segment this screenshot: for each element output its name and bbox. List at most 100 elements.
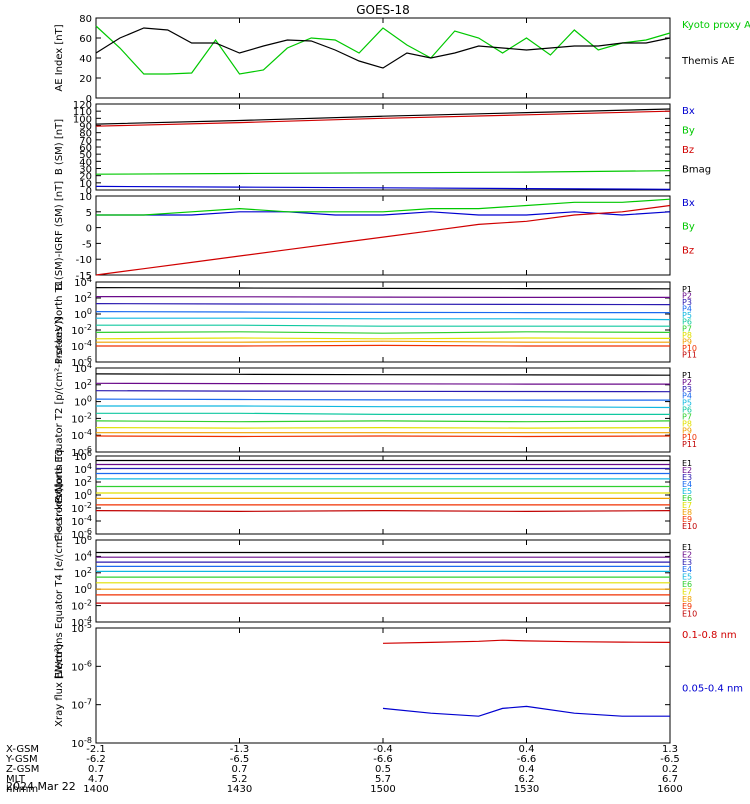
legend-entry: Bx: [682, 198, 695, 209]
legend-entry: By: [682, 126, 695, 137]
legend-entry: Themis AE: [681, 56, 735, 67]
series-line-Bmag: [95, 108, 671, 125]
series-line-E10: [95, 509, 671, 513]
legend-entry: E2: [682, 550, 692, 559]
legend-entry: E8: [682, 595, 692, 604]
y-tick-label: 90: [79, 122, 92, 133]
series-line-By: [96, 198, 671, 216]
axis-row-value: 0.2: [662, 764, 678, 775]
series-line-P1: [95, 373, 671, 376]
legend-entry: P6: [682, 318, 692, 327]
y-axis-label: Electrons Equator T4 [e/(cm²-s-sr-keV)]: [54, 483, 65, 678]
legend-entry: Bx: [682, 106, 695, 117]
y-tick-label: 10-8: [71, 736, 92, 750]
legend-entry: Kyoto proxy AE: [682, 20, 750, 31]
legend-entry: P4: [682, 305, 692, 314]
legend-entry: P8: [682, 419, 692, 428]
panel-xray: 10-8 10-7 10-6 10-5 Xray flux [W/m²] 0.1-0.8 …: [54, 621, 743, 750]
y-tick-label: 10-2: [71, 599, 92, 613]
axis-row-value: 1600: [657, 784, 682, 795]
series-line-Kyoto-proxy-AE: [95, 25, 671, 75]
axis-row-value: -0.4: [373, 744, 393, 755]
panel-frame: [95, 281, 671, 363]
legend-entry: P5: [682, 399, 692, 408]
series-line-P6: [96, 324, 670, 327]
axis-row-value: 5.7: [375, 774, 391, 785]
series-line-P9: [96, 340, 670, 343]
legend-entry: P9: [682, 426, 692, 435]
series-line-P10: [95, 435, 671, 438]
legend-entry: 0.05-0.4 nm: [682, 684, 743, 695]
legend-entry: P7: [682, 324, 692, 333]
y-tick-label: 0: [86, 224, 92, 235]
axis-row-value: -6.5: [230, 754, 250, 765]
legend-entry: P4: [682, 392, 692, 401]
axis-row-value: 1500: [370, 784, 395, 795]
y-tick-label: 104: [74, 462, 92, 476]
legend-entry: E8: [682, 508, 692, 517]
panel-frame: [95, 367, 671, 453]
y-tick-label: 100: [74, 488, 92, 502]
panel-b_igrf: -15 -10 -5 0 5 10 B (SM)-IGRF (SM) [nT] Bx By Bz: [54, 181, 695, 290]
legend-entry: E2: [682, 466, 692, 475]
y-tick-label: 100: [74, 582, 92, 596]
axis-row-label: MLT: [6, 774, 26, 785]
legend-entry: Bz: [682, 145, 694, 156]
legend-entry: E10: [682, 610, 697, 619]
y-tick-label: 10-4: [71, 428, 92, 442]
y-tick-label: 102: [74, 378, 92, 392]
axis-row-value: 1530: [514, 784, 539, 795]
legend-entry: E7: [682, 501, 692, 510]
legend-entry: E3: [682, 558, 692, 567]
y-tick-label: 100: [73, 114, 92, 125]
y-axis-label: AE Index [nT]: [54, 24, 65, 91]
series-line-P5: [96, 405, 671, 409]
y-tick-label: -15: [76, 271, 92, 282]
series-line-P10: [96, 344, 670, 347]
y-tick-label: 10-6: [71, 659, 92, 673]
legend-entry: P11: [682, 440, 697, 449]
y-tick-label: 20: [79, 172, 92, 183]
y-tick-label: 20: [79, 74, 92, 85]
y-axis-label: Protons North T1: [54, 280, 65, 364]
legend-entry: P3: [682, 298, 692, 307]
y-tick-label: -5: [82, 239, 92, 250]
series-line-P3: [95, 390, 671, 393]
legend-entry: P1: [682, 285, 692, 294]
series-line-0-1-0-8-nm: [382, 639, 671, 644]
series-line-Bx: [96, 211, 671, 216]
axis-row-value: 0.7: [88, 764, 104, 775]
legend-entry: E9: [682, 602, 692, 611]
legend-entry: P6: [682, 406, 692, 415]
legend-entry: Bmag: [682, 165, 711, 176]
y-tick-label: 10: [79, 179, 92, 190]
legend-entry: By: [682, 222, 695, 233]
y-tick-label: 10-6: [71, 527, 92, 541]
legend-entry: P2: [682, 292, 692, 301]
series-line-Bx: [95, 185, 671, 190]
series-line-Bz: [95, 204, 671, 276]
series-line-P4: [95, 311, 670, 314]
y-tick-label: 40: [79, 157, 92, 168]
y-tick-label: 106: [74, 533, 92, 547]
series-line-P2: [95, 382, 670, 385]
y-tick-label: 5: [86, 208, 92, 219]
series-line-P3: [95, 303, 671, 306]
y-tick-label: 80: [79, 14, 92, 25]
panel-ae: 0 20 40 60 80 AE Index [nT] Kyoto proxy AE Them…: [54, 14, 750, 105]
series-line-By: [95, 170, 671, 175]
y-tick-label: 104: [74, 549, 92, 563]
y-tick-label: 0: [86, 94, 92, 105]
y-axis-label: Protons Equator T2 [p/(cm²-s-sr-keV)]: [54, 317, 65, 504]
y-tick-label: 100: [74, 307, 92, 321]
axis-row-value: 1400: [83, 784, 108, 795]
axis-row-value: 4.7: [88, 774, 104, 785]
axis-row-value: 6.2: [519, 774, 535, 785]
axis-row-value: 1430: [227, 784, 252, 795]
y-tick-label: 10-5: [71, 621, 92, 635]
